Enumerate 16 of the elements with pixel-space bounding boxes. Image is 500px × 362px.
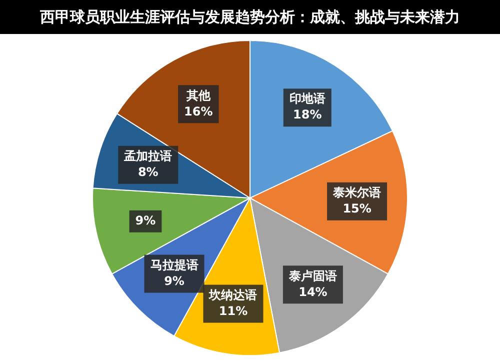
data-label: 16% [184, 104, 213, 118]
chart-title: 西甲球员职业生涯评估与发展趋势分析：成就、挑战与未来潜力 [0, 0, 500, 34]
data-label: 14% [298, 284, 328, 299]
slice-label: 泰卢固语 [288, 268, 337, 283]
data-label: 18% [293, 108, 322, 122]
slice-label: 马拉提语 [150, 258, 198, 272]
data-label: 9% [164, 274, 184, 288]
slice-label: 泰米尔语 [332, 185, 382, 200]
data-label: 15% [342, 201, 372, 216]
slice-label: 坎纳达语 [208, 288, 258, 302]
data-label: 9% [135, 213, 156, 228]
data-label: 8% [138, 165, 158, 180]
data-label: 11% [218, 304, 248, 318]
slice-label: 印地语 [289, 92, 326, 106]
slice-label: 孟加拉语 [123, 149, 172, 164]
slice-label: 其他 [185, 88, 212, 102]
